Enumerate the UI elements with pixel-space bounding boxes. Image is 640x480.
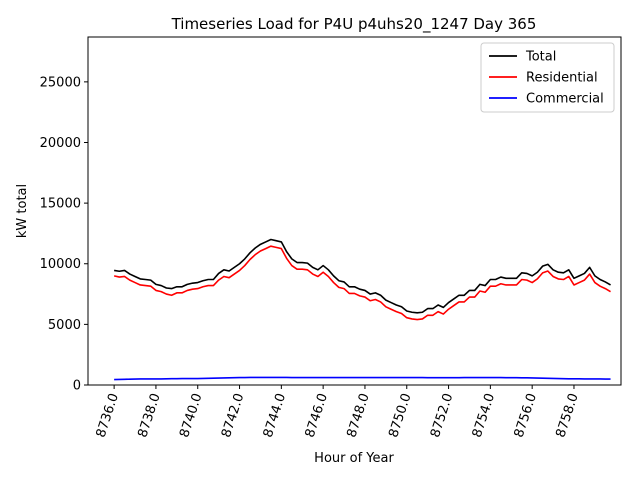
y-tick-label: 10000 [40,257,81,272]
y-tick-label: 5000 [48,318,81,333]
series-line-commercial [114,376,611,381]
axes-frame [87,36,622,386]
legend-label-total: Total [525,50,556,65]
legend-label-commercial: Commercial [526,92,604,107]
y-tick-label: 0 [73,379,81,394]
y-axis-label: kW total [15,184,30,238]
y-tick-label: 25000 [40,75,81,90]
series-line-total [114,238,611,314]
chart-title: Timeseries Load for P4U p4uhs20_1247 Day… [171,15,537,34]
y-tick-label: 15000 [40,197,81,212]
legend-label-residential: Residential [526,71,598,86]
legend: Total Residential Commercial [480,42,615,113]
x-axis-label: Hour of Year [314,451,394,466]
series-line-residential [113,245,611,321]
legend-box [480,42,615,113]
y-tick-label: 20000 [40,136,81,151]
